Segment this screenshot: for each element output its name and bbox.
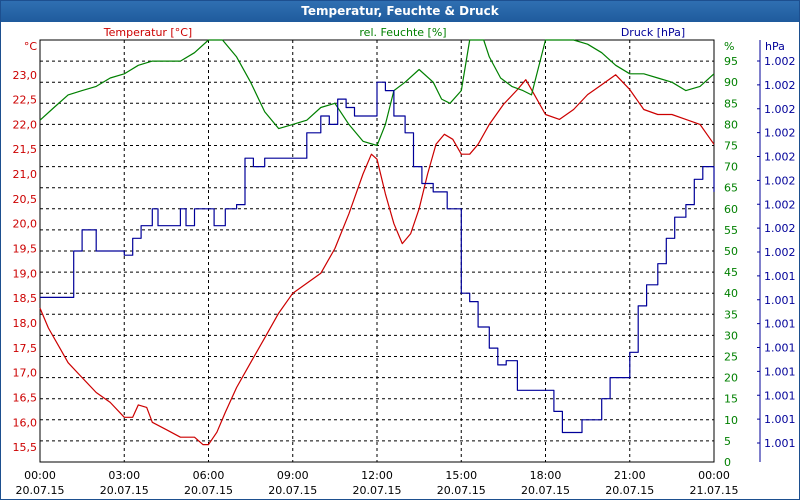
x-tick-time: 15:00 xyxy=(445,469,477,482)
x-tick-date: 20.07.15 xyxy=(100,484,149,497)
humidity-tick-label: 80 xyxy=(724,118,738,131)
humidity-line xyxy=(39,39,715,147)
x-tick-date: 20.07.15 xyxy=(437,484,486,497)
humidity-tick-label: 45 xyxy=(724,266,738,279)
temperature-tick-label: 22,5 xyxy=(13,94,38,107)
temperature-line xyxy=(39,74,715,446)
series-group xyxy=(39,39,715,446)
humidity-tick-label: 5 xyxy=(724,435,731,448)
temperature-tick-label: 16,0 xyxy=(13,416,38,429)
temperature-tick-label: 19,0 xyxy=(13,267,38,280)
pressure-tick-label: 1.001 xyxy=(764,365,796,378)
pressure-tick-label: 1.002 xyxy=(764,246,796,259)
temperature-tick-label: 19,5 xyxy=(13,243,38,256)
humidity-tick-label: 35 xyxy=(724,308,738,321)
temperature-tick-label: 22,0 xyxy=(13,118,38,131)
x-tick-date: 20.07.15 xyxy=(521,484,570,497)
temperature-tick-label: 16,5 xyxy=(13,391,38,404)
pressure-tick-label: 1.002 xyxy=(764,198,796,211)
humidity-tick-label: 95 xyxy=(724,55,738,68)
x-tick-date: 20.07.15 xyxy=(184,484,233,497)
pressure-tick-label: 1.002 xyxy=(764,222,796,235)
humidity-unit-label: % xyxy=(724,40,734,53)
humidity-tick-label: 0 xyxy=(724,456,731,469)
pressure-tick-label: 1.002 xyxy=(764,127,796,140)
temperature-unit-label: °C xyxy=(24,40,38,53)
humidity-tick-label: 70 xyxy=(724,161,738,174)
pressure-tick-label: 1.002 xyxy=(764,174,796,187)
humidity-tick-label: 20 xyxy=(724,372,738,385)
x-tick-date: 20.07.15 xyxy=(605,484,654,497)
pressure-tick-label: 1.002 xyxy=(764,55,796,68)
x-tick-date: 20.07.15 xyxy=(353,484,402,497)
humidity-tick-label: 65 xyxy=(724,182,738,195)
axis-group: Temperatur [°C] rel. Feuchte [%] Druck [… xyxy=(13,26,796,497)
humidity-tick-label: 50 xyxy=(724,245,738,258)
humidity-tick-label: 40 xyxy=(724,287,738,300)
humidity-tick-label: 25 xyxy=(724,351,738,364)
temperature-tick-label: 17,5 xyxy=(13,342,38,355)
pressure-tick-label: 1.001 xyxy=(764,413,796,426)
x-tick-time: 00:00 xyxy=(698,469,730,482)
x-tick-time: 06:00 xyxy=(193,469,225,482)
pressure-tick-label: 1.001 xyxy=(764,270,796,283)
temperature-tick-label: 20,5 xyxy=(13,193,38,206)
pressure-tick-label: 1.001 xyxy=(764,294,796,307)
pressure-tick-label: 1.001 xyxy=(764,389,796,402)
humidity-tick-label: 90 xyxy=(724,76,738,89)
pressure-tick-label: 1.002 xyxy=(764,151,796,164)
pressure-unit-label: hPa xyxy=(765,40,785,53)
x-tick-date: 20.07.15 xyxy=(16,484,65,497)
pressure-tick-label: 1.001 xyxy=(764,318,796,331)
temperature-tick-label: 17,0 xyxy=(13,367,38,380)
temperature-tick-label: 21,5 xyxy=(13,143,38,156)
temperature-tick-label: 18,0 xyxy=(13,317,38,330)
humidity-tick-label: 75 xyxy=(724,140,738,153)
x-tick-time: 21:00 xyxy=(614,469,646,482)
temperature-tick-label: 20,0 xyxy=(13,218,38,231)
pressure-line xyxy=(40,81,715,434)
humidity-tick-label: 30 xyxy=(724,329,738,342)
humidity-tick-label: 85 xyxy=(724,97,738,110)
humidity-tick-label: 60 xyxy=(724,203,738,216)
pressure-tick-label: 1.001 xyxy=(764,437,796,450)
x-tick-time: 00:00 xyxy=(24,469,56,482)
window-title: Temperatur, Feuchte & Druck xyxy=(1,1,799,22)
x-tick-time: 18:00 xyxy=(530,469,562,482)
x-tick-date: 21.07.15 xyxy=(690,484,739,497)
x-tick-time: 12:00 xyxy=(361,469,393,482)
humidity-tick-label: 55 xyxy=(724,224,738,237)
pressure-axis-title: Druck [hPa] xyxy=(621,26,685,39)
humidity-tick-label: 15 xyxy=(724,393,738,406)
pressure-tick-label: 1.002 xyxy=(764,103,796,116)
temperature-tick-label: 15,5 xyxy=(13,441,38,454)
temperature-tick-label: 23,0 xyxy=(13,69,38,82)
temperature-tick-label: 18,5 xyxy=(13,292,38,305)
x-tick-date: 20.07.15 xyxy=(268,484,317,497)
x-tick-time: 03:00 xyxy=(108,469,140,482)
humidity-tick-label: 10 xyxy=(724,414,738,427)
humidity-axis-title: rel. Feuchte [%] xyxy=(359,26,446,39)
pressure-tick-label: 1.002 xyxy=(764,79,796,92)
temperature-tick-label: 21,0 xyxy=(13,168,38,181)
pressure-tick-label: 1.001 xyxy=(764,342,796,355)
x-tick-time: 09:00 xyxy=(277,469,309,482)
temperature-axis-title: Temperatur [°C] xyxy=(103,26,192,39)
